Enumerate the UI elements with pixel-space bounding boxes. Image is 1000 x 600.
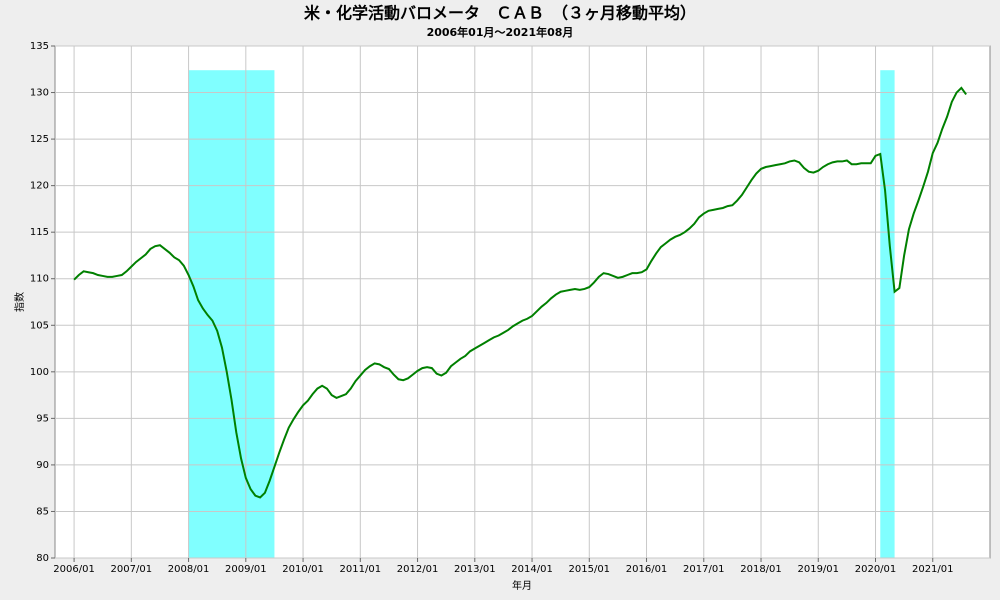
- y-axis-label: 指数: [13, 292, 26, 312]
- x-tick-label: 2021/01: [912, 564, 954, 575]
- x-tick-label: 2014/01: [511, 564, 553, 575]
- y-tick-label: 110: [30, 274, 49, 285]
- chart-subtitle: 2006年01月～2021年08月: [427, 25, 574, 39]
- y-tick-label: 125: [30, 134, 49, 145]
- y-tick-label: 115: [30, 227, 49, 238]
- x-tick-label: 2020/01: [855, 564, 897, 575]
- x-tick-label: 2007/01: [111, 564, 153, 575]
- y-tick-label: 120: [30, 181, 49, 192]
- y-tick-label: 80: [36, 553, 49, 564]
- y-tick-label: 100: [30, 367, 49, 378]
- x-tick-label: 2009/01: [225, 564, 267, 575]
- y-tick-label: 90: [36, 460, 49, 471]
- x-tick-label: 2015/01: [569, 564, 611, 575]
- chart-title: 米・化学活動バロメータ ＣＡＢ （３ヶ月移動平均）: [304, 4, 696, 23]
- shaded-period: [188, 70, 275, 558]
- y-tick-label: 135: [30, 41, 49, 52]
- x-tick-label: 2006/01: [53, 564, 95, 575]
- x-tick-label: 2010/01: [282, 564, 324, 575]
- x-tick-label: 2011/01: [340, 564, 382, 575]
- series-line: [73, 86, 967, 499]
- x-tick-label: 2018/01: [740, 564, 782, 575]
- x-tick-label: 2017/01: [683, 564, 725, 575]
- x-tick-label: 2013/01: [454, 564, 496, 575]
- x-tick-label: 2019/01: [797, 564, 839, 575]
- x-axis-label: 年月: [512, 579, 532, 592]
- y-tick-label: 105: [30, 320, 49, 331]
- shaded-period: [880, 70, 895, 558]
- x-tick-label: 2012/01: [397, 564, 439, 575]
- y-tick-label: 95: [36, 413, 49, 424]
- x-tick-label: 2016/01: [626, 564, 668, 575]
- y-tick-label: 85: [36, 506, 49, 517]
- x-tick-label: 2008/01: [168, 564, 210, 575]
- y-tick-label: 130: [30, 88, 49, 99]
